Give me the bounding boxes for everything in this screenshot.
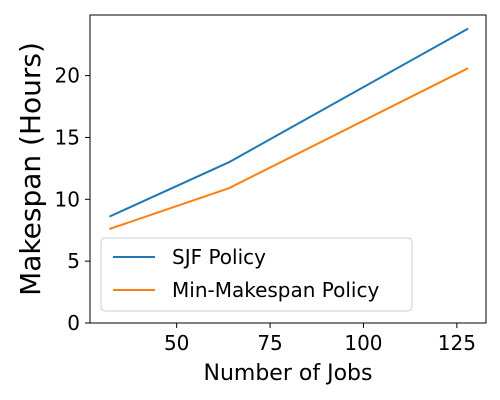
legend-label-1: Min-Makespan Policy [172,278,379,302]
series-line-0 [108,27,469,218]
x-tick-label: 75 [257,331,282,355]
x-axis-ticks: 50 75 100 125 [164,323,476,355]
y-axis-title: Makespan (Hours) [14,42,47,296]
y-tick-label: 15 [55,125,80,149]
y-tick-label: 0 [67,311,80,335]
x-tick-label: 50 [164,331,189,355]
legend-box [100,237,413,312]
y-tick-label: 5 [67,249,80,273]
y-tick-label: 10 [55,187,80,211]
x-axis-title: Number of Jobs [204,361,373,386]
x-tick-label: 125 [438,331,476,355]
plot-frame [89,14,487,324]
legend: SJF Policy Min-Makespan Policy [100,237,413,312]
legend-label-0: SJF Policy [172,245,266,269]
x-tick-label: 100 [344,331,382,355]
series-layer [108,27,469,230]
y-axis-ticks: 0 5 10 15 20 [55,64,90,335]
y-tick-label: 20 [55,64,80,88]
series-line-1 [109,67,469,230]
